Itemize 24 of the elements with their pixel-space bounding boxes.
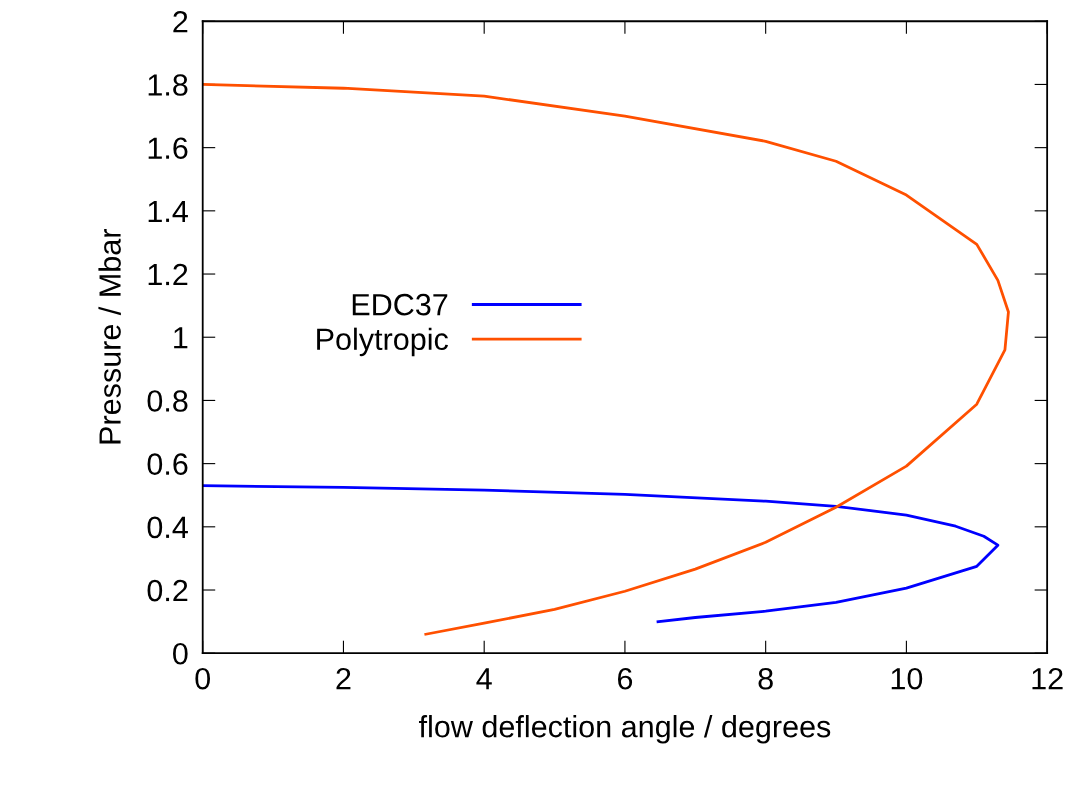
y-tick-label: 0.8 <box>147 390 188 412</box>
y-axis-title: Pressure / Mbar <box>98 229 121 444</box>
x-tick-label: 4 <box>476 668 492 690</box>
x-axis-title: flow deflection angle / degrees <box>418 715 831 744</box>
y-tick-label: 1.4 <box>148 200 188 222</box>
y-tick-label: 2 <box>173 10 188 33</box>
x-tick-label: 12 <box>1032 667 1063 690</box>
x-tick-label: 8 <box>758 667 773 690</box>
legend-label: Polytropic <box>317 327 448 357</box>
x-tick-label: 10 <box>891 667 923 690</box>
line-series <box>202 484 1000 623</box>
y-tick-label: 1.6 <box>148 137 188 160</box>
y-tick-label: 0 <box>173 642 188 665</box>
y-tick-label: 1 <box>174 327 188 349</box>
y-tick-label: 1.8 <box>148 74 188 96</box>
y-tick-label: 0.4 <box>147 516 188 539</box>
y-tick-label: 0.2 <box>147 579 188 602</box>
x-tick-label: 2 <box>336 667 351 690</box>
line-series <box>202 83 1010 636</box>
legend-label: EDC37 <box>352 293 448 316</box>
y-tick-label: 0.6 <box>147 453 188 475</box>
x-tick-label: 0 <box>195 667 211 690</box>
x-tick-label: 6 <box>617 667 633 690</box>
y-tick-label: 1.2 <box>148 263 188 286</box>
